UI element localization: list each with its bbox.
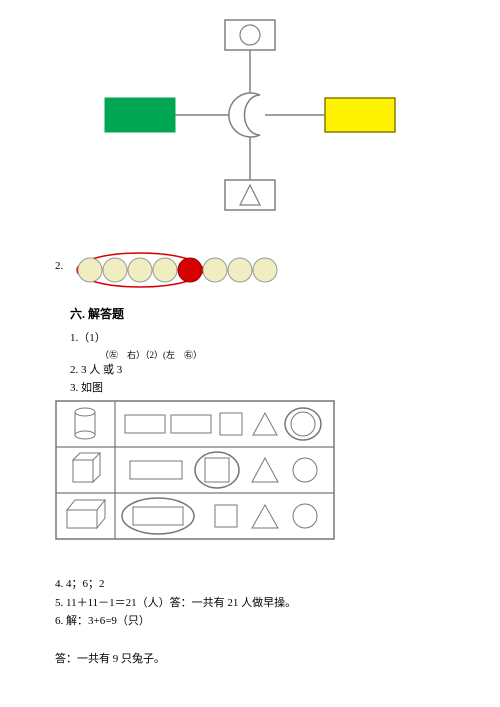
a5: 5. 11＋11－1＝21（人）答：一共有 21 人做早操。 <box>55 594 296 613</box>
section-heading: 六. 解答题 <box>70 305 124 322</box>
a6-ans: 答：一共有 9 只兔子。 <box>55 650 296 669</box>
a1-label: 1.（1） <box>70 330 202 348</box>
direction-diagram <box>100 15 400 215</box>
a6: 6. 解：3+6=9（只） <box>55 612 296 631</box>
a2: 2. 3 人 或 3 <box>70 362 202 380</box>
q2-label: 2. <box>55 260 63 272</box>
balls-diagram <box>75 250 285 290</box>
a1-sub: （㊧ 右）（2）(左 ㊨） <box>100 348 202 362</box>
a4: 4. 4；6；2 <box>55 575 296 594</box>
shape-table <box>55 400 335 540</box>
a3: 3. 如图 <box>70 380 202 398</box>
